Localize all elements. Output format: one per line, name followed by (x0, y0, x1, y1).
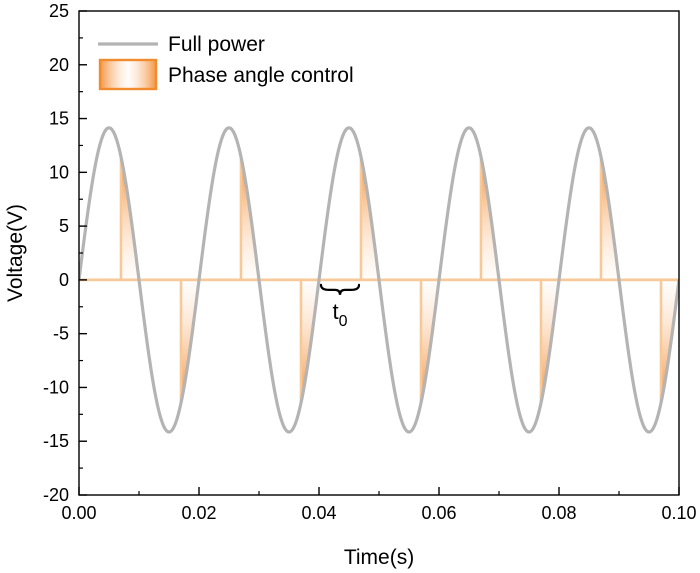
y-tick-label: -5 (53, 324, 69, 344)
t0-brace (319, 283, 361, 295)
legend: Full power Phase angle control (98, 33, 354, 91)
y-tick-label: 0 (59, 270, 69, 290)
x-tick-label: 0.02 (181, 503, 216, 523)
y-tick-label: -10 (43, 377, 69, 397)
x-tick-label: 0.08 (541, 503, 576, 523)
full-power-line (79, 126, 679, 434)
t0-label: t0 (332, 299, 347, 330)
x-axis: 0.00 0.02 0.04 0.06 0.08 0.10 (61, 487, 697, 523)
y-tick-label: 15 (49, 109, 69, 129)
x-tick-label: 0.00 (61, 503, 96, 523)
y-tick-label: 10 (49, 162, 69, 182)
y-tick-label: -15 (43, 431, 69, 451)
legend-swatch-phase-control (98, 58, 158, 91)
y-tick-label: 25 (49, 1, 69, 21)
y-axis: -20 -15 -10 -5 0 5 10 15 20 25 (43, 1, 87, 505)
y-tick-label: 20 (49, 55, 69, 75)
t0-annotation: t0 (319, 283, 361, 330)
legend-label-full-power: Full power (168, 33, 265, 56)
x-tick-label: 0.04 (301, 503, 336, 523)
y-tick-label: 5 (59, 216, 69, 236)
y-tick-label: -20 (43, 485, 69, 505)
y-axis-title: Voltage(V) (4, 204, 27, 302)
x-axis-title: Time(s) (344, 546, 414, 569)
x-tick-label: 0.10 (661, 503, 696, 523)
legend-label-phase-control: Phase angle control (168, 64, 354, 87)
x-tick-label: 0.06 (421, 503, 456, 523)
